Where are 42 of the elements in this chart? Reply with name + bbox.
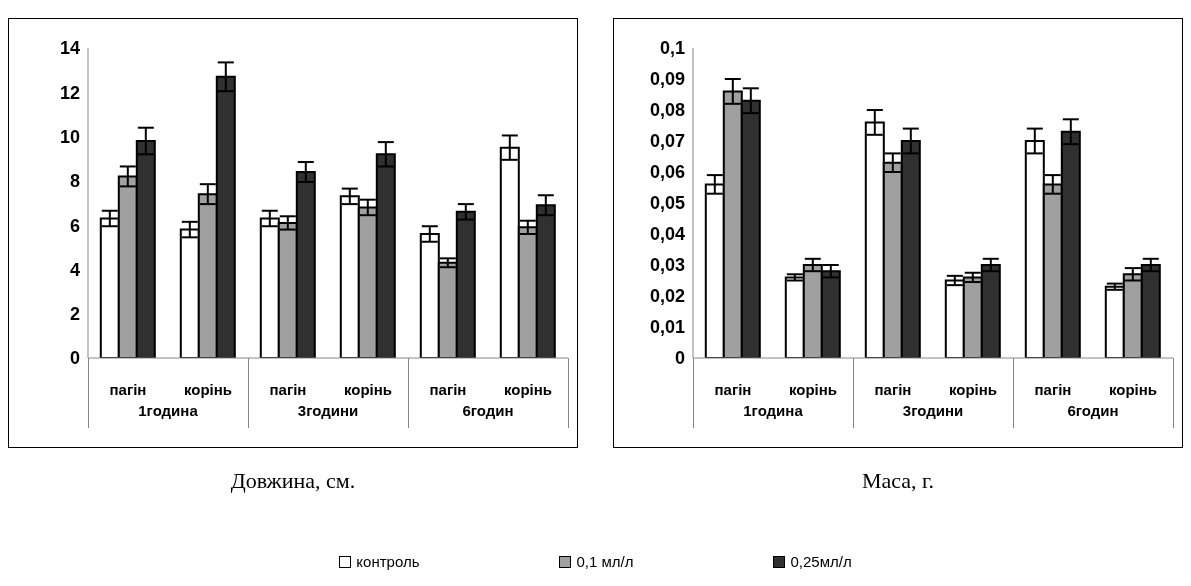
y-tick-label: 2 [69, 304, 80, 325]
x-tick-label: пагін [874, 380, 912, 398]
x-tick-label: пагін [714, 380, 752, 398]
y-tick-label: 0,03 [649, 255, 685, 276]
text: 3години [296, 402, 360, 419]
y-tick-label: 0,02 [649, 286, 685, 307]
x-tick-label: корінь [788, 380, 838, 398]
y-tick-label: 10 [59, 126, 80, 147]
y-tick-label: 0,08 [649, 100, 685, 121]
y-tick-label: 0,04 [649, 224, 685, 245]
y-tick-label: 0 [674, 348, 685, 369]
y-tick-label: 0,01 [649, 317, 685, 338]
legend-label: 0,1 мл/л [575, 553, 634, 570]
x-tick-label: корінь [183, 380, 233, 398]
x-tick-label: пагін [1034, 380, 1072, 398]
x-tick-label: пагін [269, 380, 307, 398]
y-tick-label: 0,07 [649, 131, 685, 152]
y-tick-label: 12 [59, 82, 80, 103]
legend-label: контроль [355, 553, 420, 570]
text: 1година [137, 402, 199, 419]
y-tick-label: 0,1 [659, 38, 685, 59]
y-tick-label: 0 [69, 348, 80, 369]
x-tick-label: корінь [503, 380, 553, 398]
text: 6годин [461, 402, 515, 419]
x-tick-label: пагін [429, 380, 467, 398]
y-tick-label: 0,06 [649, 162, 685, 183]
y-tick-label: 0,09 [649, 69, 685, 90]
y-tick-label: 8 [69, 171, 80, 192]
y-tick-label: 4 [69, 259, 80, 280]
y-tick-label: 14 [59, 38, 80, 59]
x-tick-label: корінь [1108, 380, 1158, 398]
x-tick-label: корінь [343, 380, 393, 398]
y-tick-label: 6 [69, 215, 80, 236]
text: 1година [742, 402, 804, 419]
text: 6годин [1066, 402, 1120, 419]
text: 3години [901, 402, 965, 419]
x-tick-label: пагін [109, 380, 147, 398]
x-axis-title: Маса, г. [860, 468, 936, 494]
x-tick-label: корінь [948, 380, 998, 398]
x-axis-title: Довжина, см. [229, 468, 357, 494]
y-tick-label: 0,05 [649, 193, 685, 214]
legend-label: 0,25мл/л [789, 553, 852, 570]
